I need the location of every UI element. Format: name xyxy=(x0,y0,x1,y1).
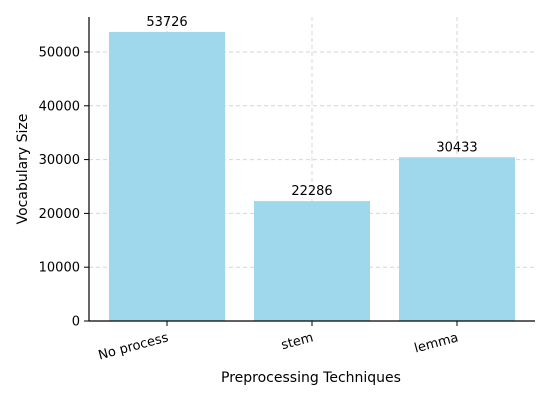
y-tick-label: 0 xyxy=(72,315,80,330)
bar xyxy=(399,157,515,321)
x-tick-label: No process xyxy=(97,330,170,363)
x-axis-title: Preprocessing Techniques xyxy=(221,370,401,386)
bar xyxy=(109,31,225,321)
label-layer: 53726 No process 22286 stem 30433 lemma 0 10000… xyxy=(39,15,478,364)
x-tick-label: stem xyxy=(280,330,315,353)
bar xyxy=(254,201,370,321)
bar-layer xyxy=(109,31,515,321)
y-tick-label: 10000 xyxy=(39,261,80,276)
y-tick-label: 40000 xyxy=(39,99,80,114)
x-tick-label: lemma xyxy=(413,330,460,356)
y-tick-label: 20000 xyxy=(39,207,80,222)
y-tick-label: 50000 xyxy=(39,45,80,60)
bar-data-label: 22286 xyxy=(291,184,332,199)
axis-layer xyxy=(84,17,535,326)
bar-data-label: 53726 xyxy=(146,15,187,30)
bar-data-label: 30433 xyxy=(436,140,477,155)
y-axis-title: Vocabulary Size xyxy=(15,114,31,225)
y-tick-label: 30000 xyxy=(39,153,80,168)
